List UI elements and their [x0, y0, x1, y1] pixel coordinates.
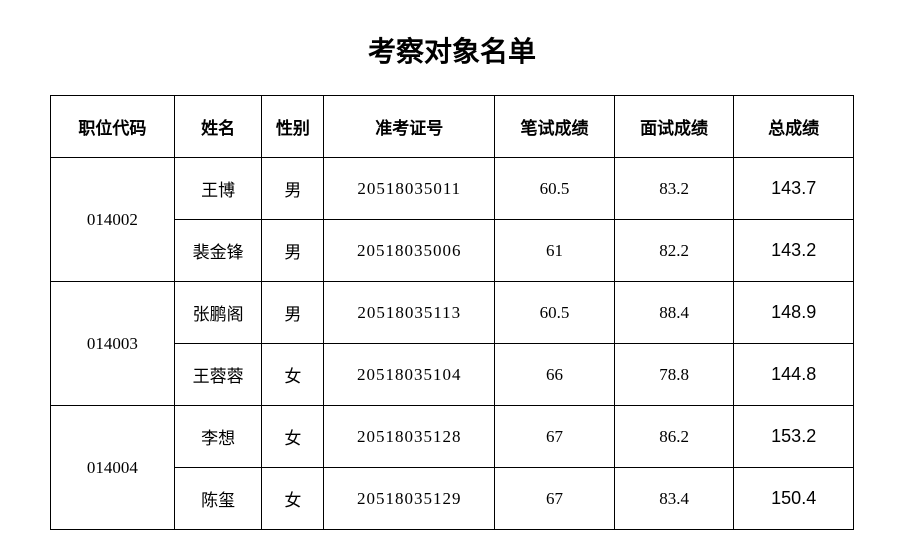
header-gender: 性别: [262, 96, 324, 158]
cell-written-score: 67: [495, 406, 615, 468]
header-interview-score: 面试成绩: [614, 96, 734, 158]
cell-exam-no: 20518035104: [324, 344, 495, 406]
header-total-score: 总成绩: [734, 96, 854, 158]
cell-exam-no: 20518035113: [324, 282, 495, 344]
cell-gender: 男: [262, 220, 324, 282]
header-written-score: 笔试成绩: [495, 96, 615, 158]
cell-written-score: 60.5: [495, 158, 615, 220]
cell-gender: 男: [262, 282, 324, 344]
cell-written-score: 61: [495, 220, 615, 282]
cell-name: 张鹏阁: [174, 282, 262, 344]
cell-name: 陈玺: [174, 468, 262, 530]
cell-total-score: 150.4: [734, 468, 854, 530]
header-exam-no: 准考证号: [324, 96, 495, 158]
cell-interview-score: 78.8: [614, 344, 734, 406]
cell-gender: 男: [262, 158, 324, 220]
page-title: 考察对象名单: [50, 30, 854, 70]
cell-total-score: 144.8: [734, 344, 854, 406]
cell-name: 王蓉蓉: [174, 344, 262, 406]
cell-total-score: 143.7: [734, 158, 854, 220]
table-row: 014004李想女205180351286786.2153.2: [51, 406, 854, 468]
cell-interview-score: 83.2: [614, 158, 734, 220]
cell-interview-score: 83.4: [614, 468, 734, 530]
cell-gender: 女: [262, 468, 324, 530]
table-body: 014002王博男2051803501160.583.2143.7裴金锋男205…: [51, 158, 854, 530]
cell-name: 王博: [174, 158, 262, 220]
table-header-row: 职位代码 姓名 性别 准考证号 笔试成绩 面试成绩 总成绩: [51, 96, 854, 158]
table-row: 014003张鹏阁男2051803511360.588.4148.9: [51, 282, 854, 344]
cell-total-score: 153.2: [734, 406, 854, 468]
cell-name: 裴金锋: [174, 220, 262, 282]
cell-total-score: 148.9: [734, 282, 854, 344]
table-row: 014002王博男2051803501160.583.2143.7: [51, 158, 854, 220]
cell-written-score: 60.5: [495, 282, 615, 344]
cell-gender: 女: [262, 406, 324, 468]
cell-name: 李想: [174, 406, 262, 468]
cell-interview-score: 86.2: [614, 406, 734, 468]
cell-written-score: 67: [495, 468, 615, 530]
cell-exam-no: 20518035128: [324, 406, 495, 468]
cell-position-code: 014004: [51, 406, 175, 530]
cell-written-score: 66: [495, 344, 615, 406]
cell-exam-no: 20518035011: [324, 158, 495, 220]
header-name: 姓名: [174, 96, 262, 158]
cell-interview-score: 82.2: [614, 220, 734, 282]
cell-gender: 女: [262, 344, 324, 406]
header-position-code: 职位代码: [51, 96, 175, 158]
cell-interview-score: 88.4: [614, 282, 734, 344]
cell-exam-no: 20518035129: [324, 468, 495, 530]
cell-position-code: 014003: [51, 282, 175, 406]
examination-table: 职位代码 姓名 性别 准考证号 笔试成绩 面试成绩 总成绩 014002王博男2…: [50, 95, 854, 530]
cell-position-code: 014002: [51, 158, 175, 282]
cell-exam-no: 20518035006: [324, 220, 495, 282]
cell-total-score: 143.2: [734, 220, 854, 282]
